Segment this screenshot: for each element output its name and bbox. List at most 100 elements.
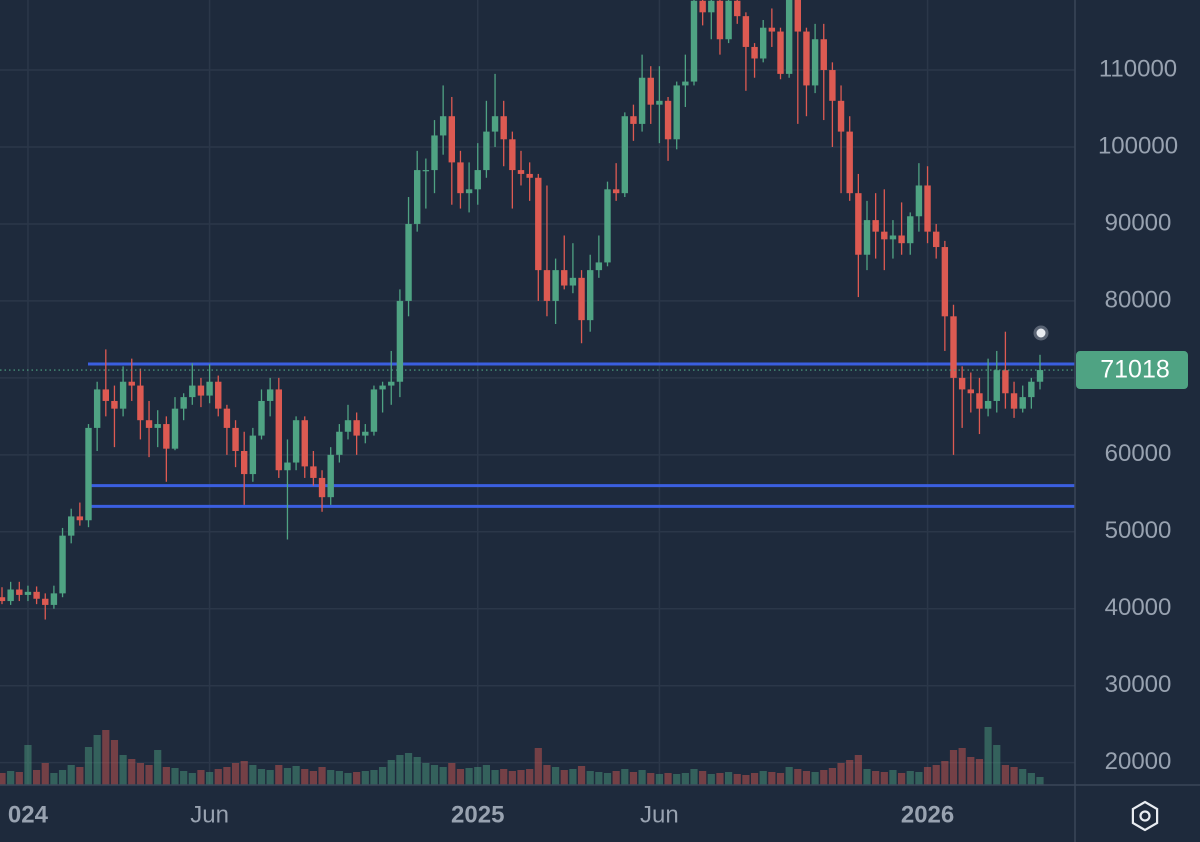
y-tick-label: 90000 [1105,209,1172,236]
volume-bar [7,771,15,785]
volume-bar [180,771,188,785]
volume-bar [958,748,966,785]
volume-bar [58,770,67,785]
candle-body [638,77,646,124]
candle-body [171,408,179,449]
candle-body [59,535,66,594]
volume-bar [154,750,162,785]
volume-bar [1027,773,1035,785]
volume-bar [776,773,785,785]
candle-body [76,516,84,521]
candle-body [284,462,291,471]
volume-bar [923,767,932,785]
volume-bar [552,767,560,785]
candle-body [656,100,663,105]
candle-body [336,431,343,455]
candle-body [93,389,101,428]
candle-body [439,116,447,136]
candle-body [33,591,40,599]
candle-body [924,185,931,232]
volume-bar [223,767,231,785]
candle-body [448,116,455,163]
volume-bar [370,770,378,785]
candle-body [881,231,888,240]
volume-bar [517,770,525,785]
candle-body [734,0,741,17]
settings-icon-center[interactable] [1139,810,1151,822]
candle-body [716,0,724,40]
volume-bar [768,772,776,785]
candle-body [569,277,577,286]
candle-body [742,16,750,47]
volume-bar [638,770,646,785]
volume-bar [500,769,508,785]
candle-body [491,116,499,132]
settings-icon[interactable] [1131,800,1159,832]
volume-bar [673,774,681,785]
candle-body [189,385,196,398]
volume-bar [837,763,845,785]
volume-bar [171,768,179,785]
candle-body [967,389,974,394]
candle-body [820,39,827,71]
candle-body [180,397,187,409]
volume-bar [15,772,23,785]
y-tick-label: 80000 [1105,286,1172,313]
volume-bar [586,771,594,785]
volume-bar [448,763,456,785]
candle-body [483,131,490,171]
volume-bar [526,769,534,785]
candle-body [708,0,715,13]
volume-bar [162,767,170,785]
candle-body [526,173,533,178]
volume-bar [84,747,93,785]
candle-body [958,377,966,390]
candle-body [137,385,144,421]
candle-body [984,400,992,409]
candle-body [863,220,871,255]
volume-bar [24,745,32,785]
volume-bar [802,771,811,785]
volume-bar [249,765,257,785]
volume-bar [240,761,248,785]
volume-bar [828,768,836,785]
volume-bar [275,765,283,785]
volume-bar [41,763,49,785]
volume-bar [543,765,551,785]
volume-bar [984,727,992,785]
candle-body [474,170,481,190]
candle-body [42,598,49,605]
volume-bar [621,769,629,785]
candle-body [517,170,525,174]
candle-body [457,162,464,194]
volume-bar [707,774,715,785]
volume-bar [569,769,577,785]
volume-bar [1001,765,1009,785]
volume-bar [206,772,214,785]
volume-bar [681,773,689,785]
candle-body [396,300,404,382]
settings-button[interactable] [1131,800,1159,832]
candle-body [85,427,92,521]
candle-body [933,231,940,248]
volume-bar [889,770,897,785]
candle-body [50,593,58,605]
candle-body [431,135,438,171]
volume-bar [93,735,101,785]
volume-bar [301,769,309,785]
volume-bar [231,763,240,785]
volume-bar [750,773,759,785]
candle-body [552,270,559,301]
candle-body [111,400,118,409]
last-price-label: 71018 [1100,356,1170,384]
candle-body [907,216,914,244]
volume-bar [915,772,923,785]
volume-bar [1019,769,1027,785]
volume-bar [474,767,482,785]
candle-body [500,116,507,140]
last-price-box [1076,351,1188,390]
x-tick-label: 2026 [901,801,954,828]
volume-bar [197,770,205,785]
candle-body [16,589,23,595]
